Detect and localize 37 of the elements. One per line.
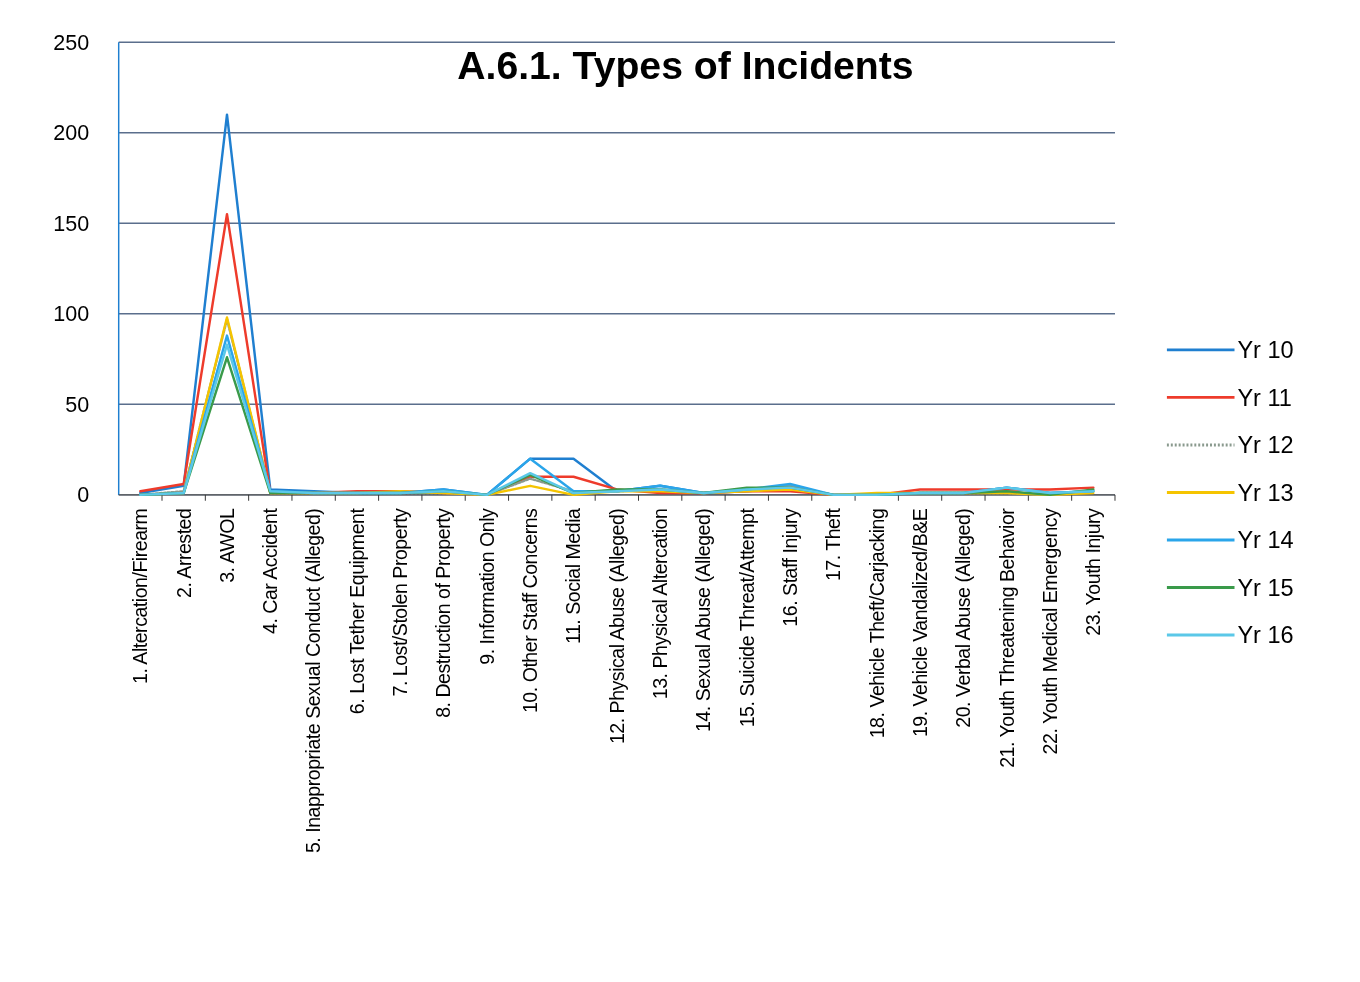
x-tick-label: 3. AWOL	[215, 507, 238, 583]
x-tick-label: 5. Inappropriate Sexual Conduct (Alleged)	[302, 508, 325, 854]
x-tick-label: 1. Altercation/Firearm	[129, 508, 152, 684]
x-tick-label: 4. Car Accident	[259, 507, 282, 635]
chart-title: A.6.1. Types of Incidents	[457, 43, 914, 87]
x-tick-label: 6. Lost Tether Equipment	[345, 507, 368, 715]
y-tick-label: 100	[53, 301, 90, 327]
x-tick-label: 22. Youth Medical Emergency	[1038, 507, 1061, 755]
x-tick-label: 19. Vehicle Vandalized/B&E	[908, 508, 931, 738]
y-tick-label: 0	[77, 482, 90, 508]
legend-label: Yr 14	[1237, 527, 1294, 554]
x-tick-label: 13. Physical Altercation	[649, 508, 672, 700]
x-tick-label: 18. Vehicle Theft/Carjacking	[865, 508, 888, 739]
x-tick-label: 11. Social Media	[562, 507, 585, 645]
x-tick-label: 10. Other Staff Concerns	[519, 507, 542, 714]
y-tick-label: 150	[53, 210, 90, 236]
x-tick-label: 21. Youth Threatening Behavior	[995, 507, 1018, 768]
y-tick-label: 50	[65, 391, 90, 417]
y-tick-label: 200	[53, 120, 90, 146]
x-tick-label: 16. Staff Injury	[778, 507, 801, 627]
legend-label: Yr 10	[1237, 337, 1294, 364]
x-tick-label: 14. Sexual Abuse (Alleged)	[692, 508, 715, 733]
x-tick-label: 15. Suicide Threat/Attempt	[735, 507, 758, 728]
x-tick-label: 7. Lost/Stolen Property	[389, 507, 412, 697]
x-tick-label: 12. Physical Abuse (Alleged)	[605, 508, 628, 745]
legend-label: Yr 13	[1237, 479, 1294, 506]
x-tick-label: 8. Destruction of Property	[432, 507, 455, 718]
y-tick-label: 250	[53, 29, 90, 55]
legend-label: Yr 15	[1237, 574, 1294, 601]
x-tick-label: 2. Arrested	[172, 508, 195, 598]
x-tick-label: 9. Information Only	[475, 507, 498, 665]
x-tick-label: 20. Verbal Abuse (Alleged)	[952, 508, 975, 728]
legend-label: Yr 12	[1237, 432, 1294, 459]
x-tick-label: 23. Youth Injury	[1082, 507, 1105, 636]
legend-label: Yr 11	[1237, 384, 1292, 411]
x-tick-label: 17. Theft	[822, 507, 845, 582]
legend-label: Yr 16	[1237, 622, 1294, 649]
